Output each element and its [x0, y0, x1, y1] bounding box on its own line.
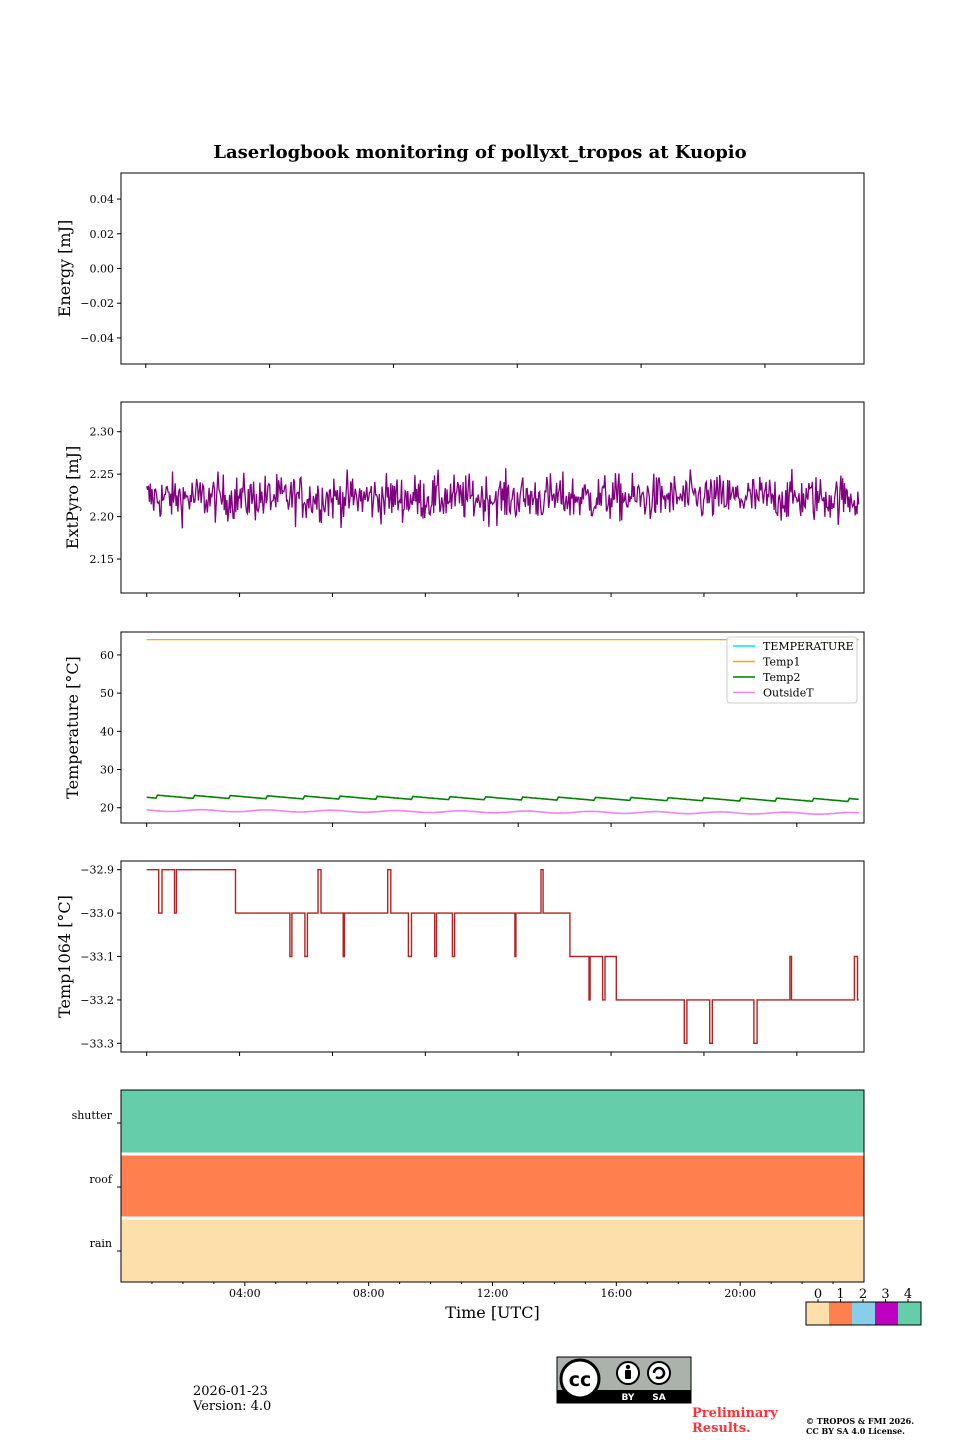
- colorbar-cell-3: [875, 1302, 898, 1325]
- colorbar-cell-4: [898, 1302, 921, 1325]
- x-tick-label: 12:00: [477, 1287, 509, 1300]
- y-tick-label: 60: [100, 649, 114, 662]
- legend-label-2: Temp2: [763, 671, 800, 684]
- y-tick-label: −33.1: [80, 951, 114, 964]
- colorbar-label-2: 2: [859, 1287, 867, 1302]
- panel-frame-0: [120, 172, 865, 365]
- chart-title: Laserlogbook monitoring of pollyxt_tropo…: [213, 142, 746, 163]
- colorbar-cell-1: [829, 1302, 852, 1325]
- date-label: 2026-01-23: [193, 1384, 268, 1399]
- status-row-roof: [121, 1154, 864, 1218]
- colorbar-cell-0: [806, 1302, 829, 1325]
- x-axis-label: Time [UTC]: [445, 1303, 539, 1322]
- status-row-label: roof: [89, 1173, 113, 1186]
- y-tick-label: 0.00: [90, 263, 115, 276]
- temp1064-line: [146, 869, 859, 1044]
- legend: TEMPERATURE Temp1 Temp2 OutsideT: [726, 636, 858, 704]
- y-tick-label: 2.30: [90, 426, 115, 439]
- x-tick-label: 20:00: [724, 1287, 756, 1300]
- y-tick-label: 2.20: [90, 511, 115, 524]
- y-axis-label: Energy [mJ]: [55, 220, 74, 318]
- status-row-label: shutter: [72, 1109, 113, 1122]
- temp2-line: [146, 794, 859, 803]
- sa-icon-arrow: [652, 1366, 666, 1380]
- y-tick-label: 2.15: [90, 553, 115, 566]
- panel-frame-2: [120, 631, 865, 824]
- y-tick-label: −33.3: [80, 1037, 114, 1050]
- y-tick-label: −33.2: [80, 994, 114, 1007]
- y-axis-label: ExtPyro [mJ]: [63, 446, 82, 549]
- colorbar-label-0: 0: [814, 1287, 822, 1302]
- y-tick-label: 2.25: [90, 468, 115, 481]
- by-label: BY: [622, 1393, 635, 1403]
- cc-icon: [559, 1358, 601, 1400]
- version-label: Version: 4.0: [193, 1399, 272, 1414]
- sa-icon: [647, 1361, 671, 1385]
- legend-label-3: OutsideT: [763, 687, 814, 700]
- status-row-rain: [121, 1218, 864, 1282]
- y-tick-label: 0.04: [90, 193, 115, 206]
- cc-icon-text: cc: [569, 1369, 592, 1391]
- y-tick-label: 40: [100, 725, 114, 738]
- extpyro-line: [146, 468, 860, 529]
- legend-label-0: TEMPERATURE: [763, 640, 854, 653]
- legend-box: [726, 636, 858, 704]
- legend-label-1: Temp1: [763, 656, 800, 669]
- x-tick-label: 04:00: [229, 1287, 261, 1300]
- y-tick-label: −0.02: [80, 297, 114, 310]
- sa-label: SA: [652, 1393, 665, 1403]
- y-axis-label: Temperature [°C]: [63, 656, 82, 799]
- y-tick-label: 30: [100, 764, 114, 777]
- outsideT-line: [146, 808, 859, 815]
- y-tick-label: 0.02: [90, 228, 115, 241]
- status-row-shutter: [121, 1090, 864, 1154]
- colorbar-label-1: 1: [836, 1287, 844, 1302]
- colorbar-label-4: 4: [904, 1287, 912, 1302]
- preliminary-label: Preliminary Results.: [692, 1406, 778, 1436]
- status-row-label: rain: [90, 1237, 112, 1250]
- y-axis-label: Temp1064 [°C]: [55, 895, 74, 1018]
- x-tick-label: 16:00: [600, 1287, 632, 1300]
- y-tick-label: −32.9: [80, 864, 114, 877]
- panel-frame-3: [120, 860, 865, 1053]
- copyright-line2: CC BY SA 4.0 License.: [806, 1426, 905, 1436]
- by-icon-body: [625, 1370, 631, 1379]
- y-tick-label: −0.04: [80, 332, 114, 345]
- license-badge: cc BY SA: [556, 1356, 692, 1404]
- x-tick-label: 08:00: [353, 1287, 385, 1300]
- panels: 0.04 0.02 0.00 −0.02 −0.04 Energy [mJ] 2.30 2.2…: [55, 172, 922, 1404]
- colorbar-cell-2: [852, 1302, 875, 1325]
- panel-frame-1: [120, 401, 865, 594]
- copyright-line1: © TROPOS & FMI 2026.: [806, 1416, 915, 1426]
- y-tick-label: −33.0: [80, 907, 114, 920]
- y-tick-label: 50: [100, 687, 114, 700]
- y-tick-label: 20: [100, 802, 114, 815]
- colorbar-label-3: 3: [881, 1287, 889, 1302]
- by-icon-head: [625, 1364, 631, 1370]
